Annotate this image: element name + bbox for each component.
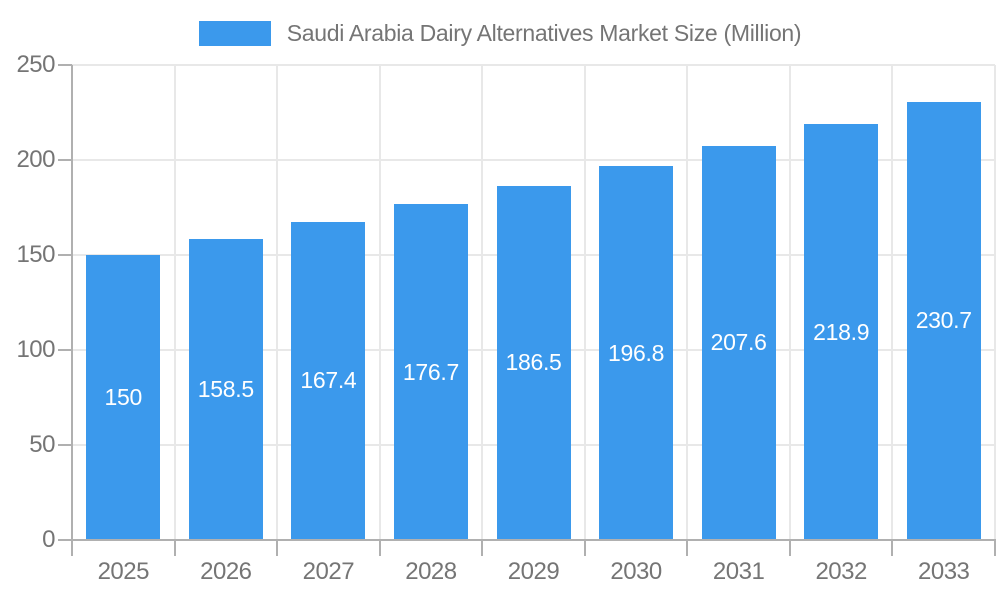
bar-value-label: 158.5 bbox=[197, 375, 254, 402]
gridline-vertical bbox=[481, 65, 484, 540]
bar[interactable]: 150 bbox=[86, 255, 161, 540]
x-axis-tick bbox=[686, 539, 689, 556]
x-axis-tick bbox=[378, 539, 381, 556]
gridline-horizontal bbox=[72, 64, 995, 66]
x-axis-label: 2030 bbox=[610, 558, 662, 585]
gridline-vertical bbox=[173, 65, 176, 540]
y-axis-tick bbox=[58, 444, 72, 446]
bar[interactable]: 167.4 bbox=[291, 221, 366, 540]
y-axis-label: 150 bbox=[16, 241, 55, 268]
legend-label: Saudi Arabia Dairy Alternatives Market S… bbox=[286, 20, 802, 46]
bar[interactable]: 186.5 bbox=[496, 185, 571, 540]
x-axis-tick bbox=[891, 539, 894, 556]
bar-value-label: 196.8 bbox=[608, 339, 665, 366]
bar-value-label: 167.4 bbox=[300, 367, 357, 394]
bar-value-label: 186.5 bbox=[505, 349, 562, 376]
x-axis-tick bbox=[173, 539, 176, 556]
x-axis-label: 2028 bbox=[405, 558, 457, 585]
y-axis-tick bbox=[58, 539, 72, 541]
bar[interactable]: 176.7 bbox=[393, 204, 468, 540]
x-axis-label: 2032 bbox=[815, 558, 867, 585]
legend-item[interactable]: Saudi Arabia Dairy Alternatives Market S… bbox=[0, 20, 1000, 47]
x-axis-tick bbox=[276, 539, 279, 556]
x-axis-label: 2029 bbox=[507, 558, 560, 585]
x-axis-label: 2033 bbox=[918, 558, 970, 585]
y-axis-tick bbox=[58, 254, 72, 256]
y-axis-label: 250 bbox=[16, 51, 55, 78]
x-axis-tick bbox=[788, 539, 791, 556]
y-axis-tick bbox=[58, 159, 72, 161]
x-axis-label: 2026 bbox=[200, 558, 252, 585]
y-axis-label: 50 bbox=[29, 431, 55, 458]
gridline-vertical bbox=[891, 65, 894, 540]
bar-value-label: 230.7 bbox=[915, 307, 972, 334]
legend-color-swatch bbox=[198, 21, 271, 46]
gridline-horizontal bbox=[72, 159, 995, 161]
x-axis-tick bbox=[71, 539, 73, 556]
gridline-vertical bbox=[686, 65, 689, 540]
gridline-vertical bbox=[994, 65, 996, 540]
y-axis-line bbox=[71, 65, 73, 541]
x-axis-line bbox=[71, 539, 996, 541]
bar[interactable]: 218.9 bbox=[804, 124, 879, 540]
y-axis-label: 100 bbox=[16, 336, 55, 363]
bar-value-label: 150 bbox=[104, 384, 143, 410]
x-axis-tick bbox=[583, 539, 586, 556]
bar[interactable]: 207.6 bbox=[701, 145, 776, 540]
x-axis-tick bbox=[994, 539, 996, 556]
x-axis-label: 2025 bbox=[97, 558, 150, 585]
x-axis-label: 2031 bbox=[712, 558, 765, 585]
x-axis-label: 2027 bbox=[302, 558, 355, 585]
gridline-vertical bbox=[583, 65, 586, 540]
bar-value-label: 207.6 bbox=[710, 329, 767, 356]
bar[interactable]: 230.7 bbox=[906, 101, 981, 540]
gridline-vertical bbox=[276, 65, 279, 540]
y-axis-tick bbox=[58, 349, 72, 351]
x-axis-tick bbox=[481, 539, 484, 556]
bar-value-label: 218.9 bbox=[813, 318, 870, 345]
gridline-vertical bbox=[378, 65, 381, 540]
y-axis-label: 200 bbox=[16, 146, 55, 173]
bar[interactable]: 196.8 bbox=[599, 166, 674, 540]
bar-value-label: 176.7 bbox=[402, 358, 459, 385]
y-axis-tick bbox=[58, 64, 72, 66]
y-axis-label: 0 bbox=[42, 526, 55, 553]
bar[interactable]: 158.5 bbox=[188, 238, 263, 540]
gridline-vertical bbox=[788, 65, 791, 540]
